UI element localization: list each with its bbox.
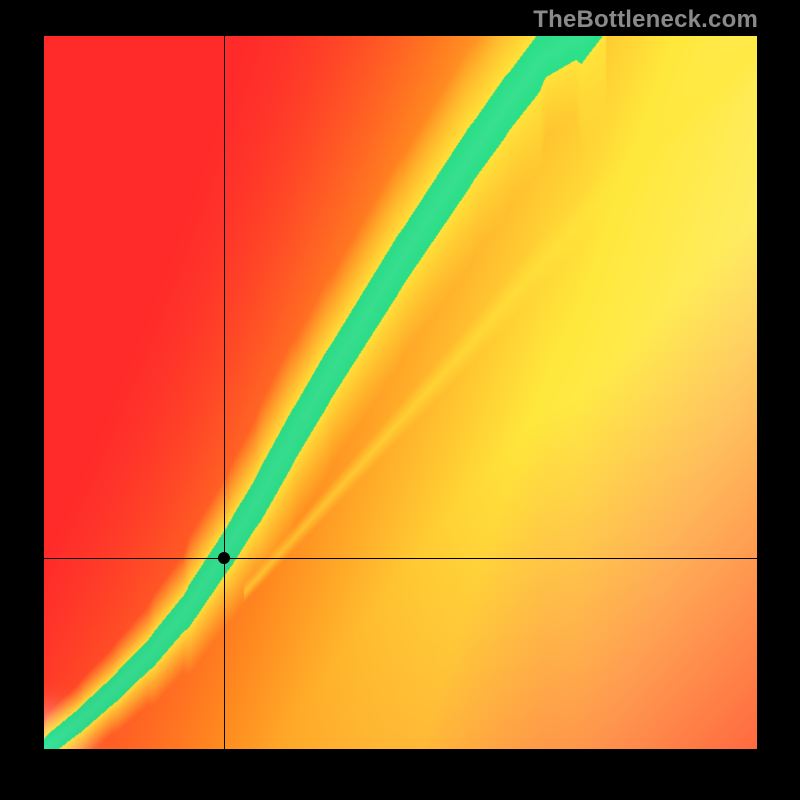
chart-frame: TheBottleneck.com bbox=[0, 0, 800, 800]
plot-area bbox=[44, 36, 757, 749]
heatmap-canvas bbox=[44, 36, 757, 749]
watermark-text: TheBottleneck.com bbox=[533, 6, 758, 34]
